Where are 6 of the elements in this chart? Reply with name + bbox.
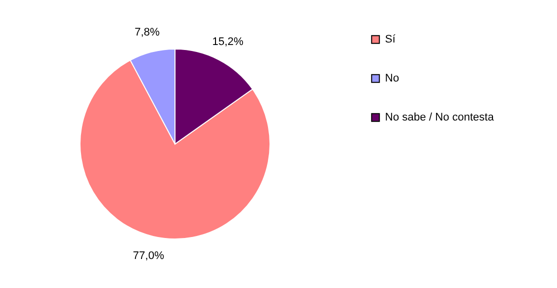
legend-label: Sí [385, 34, 396, 46]
legend-label: No [385, 72, 400, 84]
data-label: 77,0% [132, 250, 164, 262]
data-label: 7,8% [134, 26, 160, 38]
data-label: 15,2% [212, 36, 244, 48]
legend-label: No sabe / No contesta [385, 112, 495, 124]
